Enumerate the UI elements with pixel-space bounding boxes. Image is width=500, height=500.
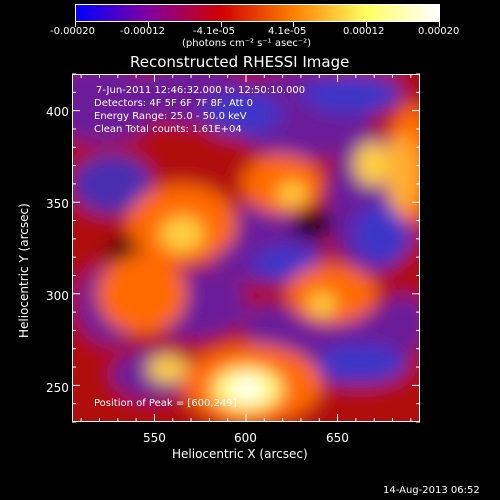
x-tick-label: 650: [326, 431, 349, 445]
image-intensity-blob: [352, 204, 412, 264]
x-tick-label: 550: [143, 431, 166, 445]
image-intensity-blob: [292, 210, 332, 238]
image-intensity-blob: [97, 254, 187, 334]
annotation-detectors: Detectors: 4F 5F 6F 7F 8F, Att 0: [94, 98, 254, 109]
image-intensity-blob: [72, 154, 152, 214]
colorbar-tick-label: -4.1e-05: [193, 26, 235, 37]
image-intensity-blob: [302, 74, 402, 114]
x-tick-label: 600: [234, 431, 257, 445]
image-intensity-blob: [377, 294, 420, 354]
colorbar-tick-label: 0.00012: [343, 26, 385, 37]
colorbar-units: (photons cm⁻² s⁻¹ asec⁻²): [182, 38, 312, 49]
y-axis-label: Heliocentric Y (arcsec): [17, 203, 31, 338]
colorbar-tick-label: 4.1e-05: [268, 26, 307, 37]
y-tick-label: 400: [46, 105, 69, 119]
colorbar-tick-label: -0.00020: [50, 26, 95, 37]
y-tick-label: 250: [46, 381, 69, 395]
image-intensity-blob: [231, 378, 263, 400]
image-intensity-blob: [386, 134, 418, 214]
image-intensity-blob: [354, 142, 390, 186]
colorbar: [75, 4, 440, 22]
image-intensity-blob: [160, 216, 204, 252]
x-axis-label: Heliocentric X (arcsec): [172, 447, 308, 461]
image-intensity-blob: [242, 304, 302, 344]
image-intensity-blob: [317, 344, 407, 384]
y-tick-label: 350: [46, 197, 69, 211]
footer-timestamp: 14-Aug-2013 06:52: [383, 485, 480, 496]
image-intensity-blob: [147, 355, 187, 383]
annotation-clean: Clean Total counts: 1.61E+04: [94, 124, 242, 135]
colorbar-tick-label: -0.00012: [120, 26, 165, 37]
colorbar-ticks: [75, 22, 440, 27]
image-intensity-blob: [202, 92, 282, 136]
colorbar-tick-label: 0.00020: [418, 26, 460, 37]
peak-position-label: Position of Peak = [600,249]: [94, 398, 237, 409]
image-intensity-blob: [308, 292, 336, 316]
y-tick-label: 300: [46, 289, 69, 303]
annotation-time-range: 7-Jun-2011 12:46:32.000 to 12:50:10.000: [96, 85, 306, 96]
plot-title: Reconstructed RHESSI Image: [130, 53, 350, 71]
annotation-energy-range: Energy Range: 25.0 - 50.0 keV: [94, 111, 247, 122]
rhessi-image: [72, 74, 420, 422]
image-intensity-blob: [277, 182, 307, 206]
